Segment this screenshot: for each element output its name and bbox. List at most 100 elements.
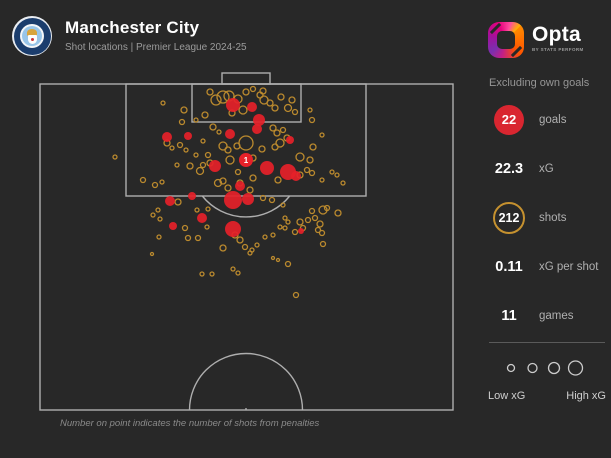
shot-point <box>308 169 316 177</box>
shot-point <box>238 105 248 115</box>
shot-point <box>241 243 249 251</box>
opta-logo-hole <box>497 31 515 49</box>
shot-point <box>186 162 194 170</box>
shot-point <box>235 270 241 276</box>
shot-point <box>270 255 276 261</box>
shot-point <box>271 104 279 112</box>
stat-shots: 212 shots <box>488 193 606 242</box>
shot-point <box>275 257 281 263</box>
goal-point <box>225 221 241 237</box>
shot-point <box>275 138 285 148</box>
goal-point <box>169 222 177 230</box>
shot-point <box>319 177 325 183</box>
shot-point <box>284 260 292 268</box>
stats-note: Excluding own goals <box>489 77 590 89</box>
legend-size-circle <box>547 361 561 375</box>
shot-point <box>193 117 199 123</box>
goal-point <box>260 161 274 175</box>
shot-point <box>309 143 317 151</box>
stat-xg-per-shot: 0.11 xG per shot <box>488 242 606 291</box>
opta-brand: Opta BY STATS PERFORM <box>488 22 584 58</box>
shot-point <box>151 181 159 189</box>
shot-point <box>150 212 156 218</box>
shot-point <box>262 234 268 240</box>
goal-point <box>224 191 242 209</box>
shots-label: shots <box>539 211 567 224</box>
shot-point <box>306 156 314 164</box>
xg-per-shot-value: 0.11 <box>495 258 523 275</box>
goal-frame <box>221 72 271 85</box>
shot-point <box>254 242 260 248</box>
shot-point <box>329 169 335 175</box>
shot-point <box>319 240 327 248</box>
shot-point <box>249 85 257 93</box>
shot-point <box>225 155 235 165</box>
shot-point <box>249 174 257 182</box>
centre-circle <box>188 352 304 411</box>
goal-points-layer <box>162 98 304 237</box>
goal-point <box>188 192 196 200</box>
manchester-city-crest <box>12 16 52 56</box>
shot-point <box>269 124 277 132</box>
crest-rose-icon <box>30 38 34 41</box>
stat-goals: 22 goals <box>488 95 606 144</box>
shot-point <box>216 90 230 104</box>
xg-label: xG <box>539 162 554 175</box>
shot-point <box>295 152 305 162</box>
legend-labels: Low xG High xG <box>488 390 606 402</box>
shot-point <box>209 271 215 277</box>
legend-high-label: High xG <box>566 390 606 402</box>
penalty-marker-point <box>239 153 253 167</box>
opta-tagline: BY STATS PERFORM <box>532 47 584 52</box>
shot-point <box>304 216 312 224</box>
goal-point <box>286 136 294 144</box>
shot-point <box>174 198 182 206</box>
shot-point <box>259 194 267 202</box>
shot-point <box>224 184 232 192</box>
shot-point <box>219 244 227 252</box>
shot-point <box>268 196 276 204</box>
shot-point <box>149 251 155 257</box>
legend-low-label: Low xG <box>488 390 526 402</box>
goal-point <box>226 98 240 112</box>
shot-point <box>319 132 325 138</box>
goals-value-badge: 22 <box>494 104 524 135</box>
stat-xg: 22.3 xG <box>488 144 606 193</box>
shot-point <box>160 100 166 106</box>
shot-point <box>218 141 228 151</box>
goal-point <box>298 228 304 234</box>
shot-point <box>200 138 206 144</box>
xg-value: 22.3 <box>494 160 524 177</box>
shot-point <box>193 152 199 158</box>
penalty-marker-layer: 1 <box>239 153 253 167</box>
shot-point <box>282 225 288 231</box>
shot-point <box>282 215 288 221</box>
shot-point <box>176 141 184 149</box>
goal-point <box>247 102 257 112</box>
games-value: 11 <box>501 307 517 324</box>
goals-label: goals <box>539 113 567 126</box>
shot-point <box>277 224 283 230</box>
shot-point <box>334 172 340 178</box>
shot-point <box>318 229 326 237</box>
shot-point <box>181 224 189 232</box>
shot-point <box>303 166 311 174</box>
header: Manchester City Shot locations | Premier… <box>12 16 247 56</box>
shot-point <box>311 214 319 222</box>
shot-point <box>340 180 346 186</box>
shot-point <box>174 162 180 168</box>
shot-point <box>271 143 279 151</box>
shot-point <box>314 226 322 234</box>
goal-point <box>225 129 235 139</box>
shot-point <box>139 176 147 184</box>
goal-point <box>184 132 192 140</box>
shot-point <box>280 202 286 208</box>
shot-point <box>112 154 118 160</box>
shot-point <box>210 94 222 106</box>
shot-point <box>277 93 285 101</box>
goal-point <box>242 193 254 205</box>
shot-point <box>204 224 210 230</box>
shot-point <box>230 266 236 272</box>
